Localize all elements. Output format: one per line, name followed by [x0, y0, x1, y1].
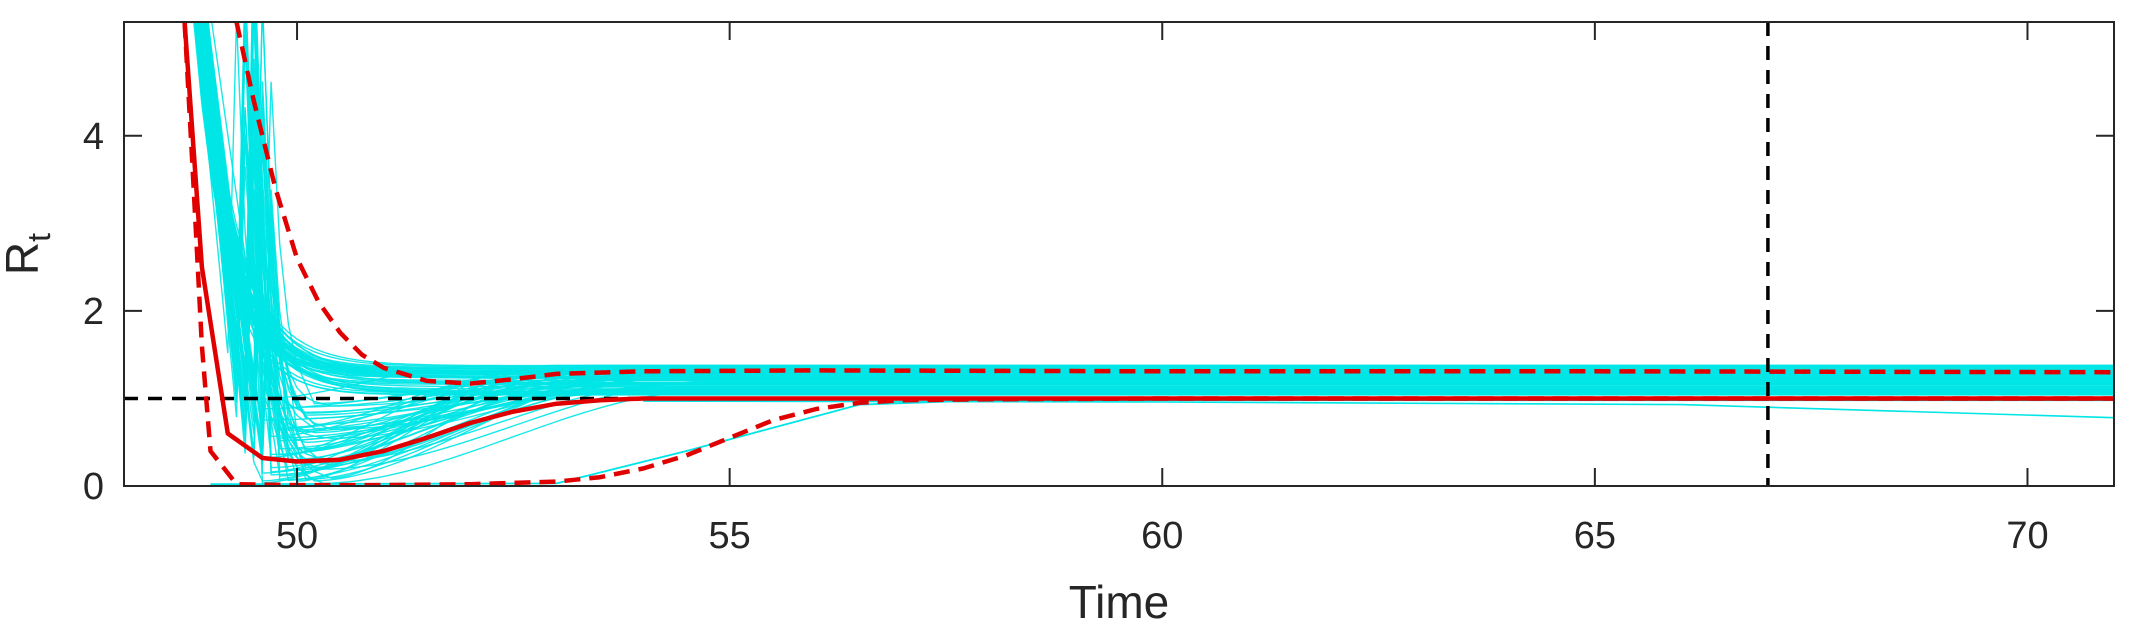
ensemble-trajectory	[204, 22, 2114, 470]
ensemble-trajectory	[203, 22, 2114, 383]
x-axis-label: Time	[1069, 576, 1170, 628]
ensemble-trajectory	[202, 22, 2114, 482]
ensemble-trajectory	[195, 22, 2114, 384]
x-tick-label: 65	[1574, 515, 1616, 557]
y-tick-label: 0	[83, 466, 104, 508]
ensemble-trajectory	[197, 22, 2114, 388]
series-median	[182, 22, 2114, 464]
y-tick-label: 4	[83, 116, 104, 158]
x-tick-label: 55	[709, 515, 751, 557]
plot-frame	[123, 21, 2115, 487]
ensemble-trajectory	[204, 22, 2114, 476]
ensemble-trajectory	[194, 22, 2114, 370]
plot-background	[124, 22, 2114, 486]
ensemble-trajectory	[195, 22, 2114, 456]
ensemble-trajectory	[205, 22, 2114, 407]
y-axis-label: Rt	[0, 233, 57, 275]
series-layer	[182, 22, 2114, 486]
y-tick-label: 2	[83, 291, 104, 333]
ensemble-trajectory	[197, 22, 2114, 430]
y-axis-label-main: R	[0, 242, 48, 275]
ensemble-trajectory	[196, 22, 2114, 367]
ensemble-trajectory	[203, 22, 2114, 379]
ensemble-trajectory	[195, 22, 2114, 444]
ensemble-trajectory	[193, 22, 2114, 396]
ensemble-trajectory	[201, 22, 2114, 432]
tick-layer: 50 55 60 65 70 0 2 4	[83, 22, 2114, 557]
x-tick-label: 60	[1141, 515, 1183, 557]
ensemble-trajectory	[202, 22, 2114, 381]
ensemble-trajectory	[210, 22, 2114, 405]
x-tick-label: 70	[2006, 515, 2048, 557]
y-axis-label-subscript: t	[21, 233, 57, 242]
series-lower-bound	[182, 22, 2114, 486]
x-tick-label: 50	[276, 515, 318, 557]
ensemble-trajectory	[204, 22, 2114, 460]
series-upper-bound	[234, 22, 2114, 386]
